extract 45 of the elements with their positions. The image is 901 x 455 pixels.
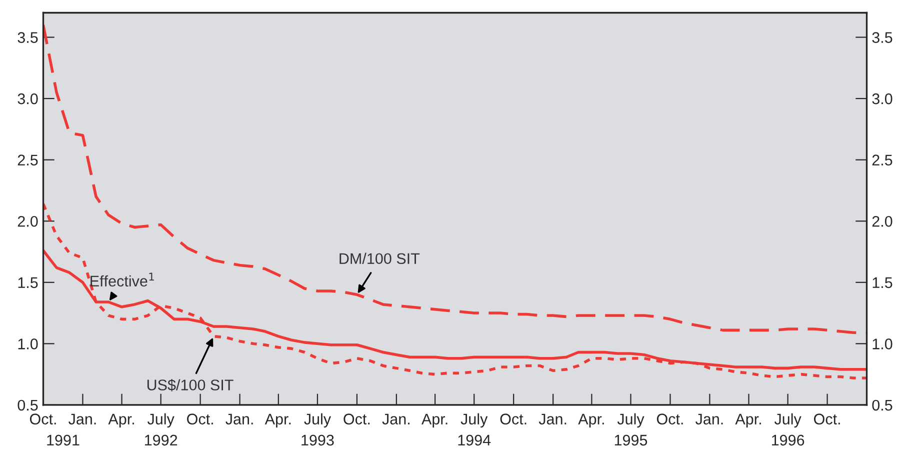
x-tick-label: Jan. — [68, 414, 96, 425]
x-tick-label: July — [774, 413, 802, 428]
series-label: DM/100 SIT — [340, 252, 420, 264]
y-tick-label: 3.5 — [18, 32, 38, 43]
x-tick-label: Oct. — [187, 414, 213, 425]
line-series — [43, 202, 867, 380]
y2-tick-label: 2.0 — [872, 216, 892, 227]
x2-tick-label: 1992 — [145, 434, 178, 446]
x-tick-label: Apr. — [735, 414, 761, 428]
x-tick-label: Apr. — [578, 414, 604, 428]
y2-tick-label: 1.0 — [872, 338, 892, 350]
x-tick-label: Jan. — [696, 414, 723, 425]
x-tick-label: July — [460, 413, 488, 428]
x2-tick-label: 1995 — [614, 434, 648, 446]
x2-tick-label: 1994 — [458, 434, 491, 446]
y-tick-label: 0.5 — [18, 400, 38, 411]
y2-tick-label: 1.5 — [872, 277, 892, 288]
y2-tick-label: 3.5 — [872, 32, 892, 43]
y2-tick-label: 3.0 — [872, 93, 892, 104]
x-tick-label: Jan. — [538, 414, 566, 425]
y-tick-label: 3.0 — [18, 93, 38, 104]
x-tick-label: Jan. — [382, 414, 410, 425]
x-tick-label: Oct. — [344, 414, 370, 425]
y-tick-label: 1.5 — [18, 277, 38, 288]
y2-tick-label: 2.5 — [872, 154, 892, 166]
y-tick-label: 2.5 — [18, 154, 38, 166]
text: US$/100 SIT — [147, 378, 234, 392]
x-tick-label: Oct. — [814, 414, 840, 425]
x-tick-label: Jan. — [226, 414, 253, 425]
x-tick-label: July — [617, 413, 644, 428]
y2-tick-label: 0.5 — [872, 400, 892, 411]
x2-tick-label: 1996 — [772, 434, 804, 446]
y-tick-label: 1.0 — [18, 338, 38, 350]
y-tick-label: 2.0 — [18, 216, 38, 227]
x-tick-label: Oct. — [656, 414, 683, 425]
x-tick-label: Oct. — [30, 414, 56, 425]
x-tick-label: Oct. — [500, 414, 526, 425]
x-tick-label: July — [304, 413, 332, 428]
x-tick-label: July — [147, 413, 174, 428]
x2-tick-label: 1993 — [302, 434, 334, 446]
series-label: Effective$^{1}$ — [90, 272, 154, 287]
x-tick-label: Apr. — [421, 414, 448, 428]
x2-tick-label: 1991 — [47, 434, 80, 446]
x-tick-label: Apr. — [264, 414, 291, 428]
x-tick-label: Apr. — [108, 414, 134, 428]
